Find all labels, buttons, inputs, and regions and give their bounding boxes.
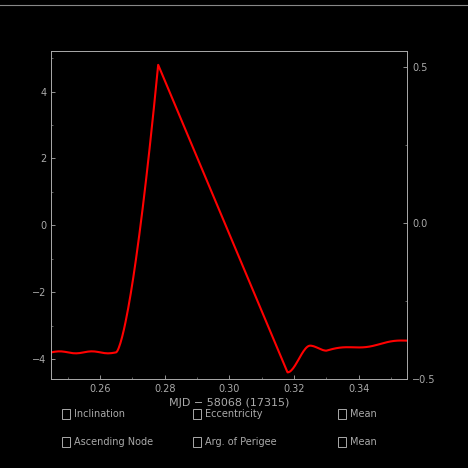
- Text: Inclination: Inclination: [74, 409, 125, 419]
- Text: Ascending Node: Ascending Node: [74, 437, 153, 447]
- Text: Arg. of Perigee: Arg. of Perigee: [205, 437, 277, 447]
- Text: Mean: Mean: [350, 409, 377, 419]
- X-axis label: MJD − 58068 (17315): MJD − 58068 (17315): [169, 398, 290, 408]
- Text: Eccentricity: Eccentricity: [205, 409, 263, 419]
- Text: Mean: Mean: [350, 437, 377, 447]
